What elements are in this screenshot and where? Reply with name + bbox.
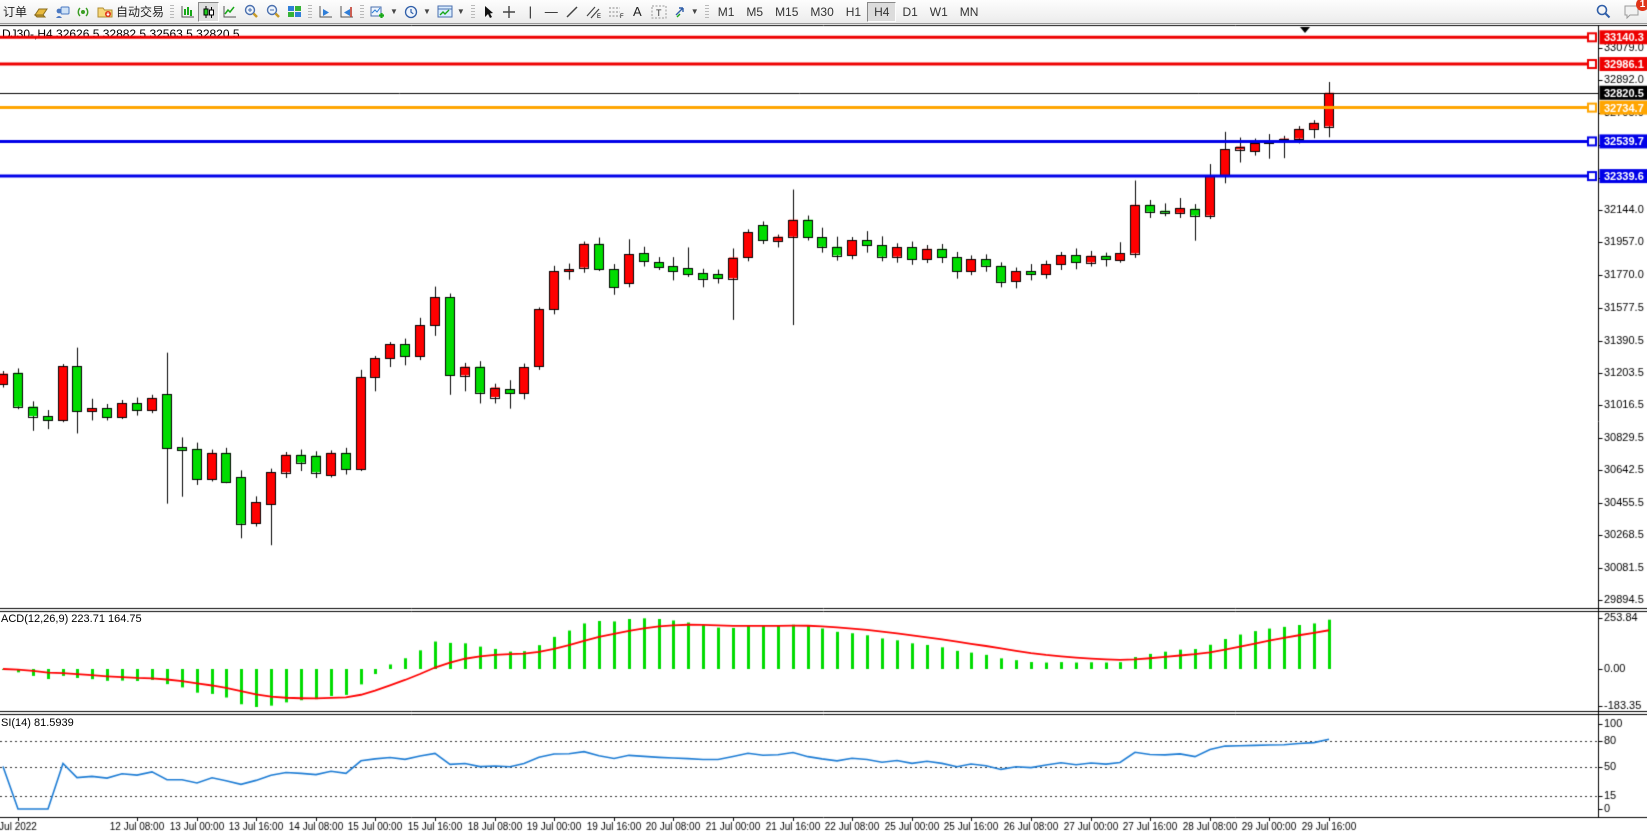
auto-scroll-icon — [319, 6, 333, 18]
svg-text:E: E — [597, 14, 601, 19]
timeframe-button-W1[interactable]: W1 — [929, 4, 948, 19]
trendline-icon — [566, 5, 578, 18]
autotrade-folder-icon — [97, 7, 113, 18]
templates-icon — [437, 5, 453, 18]
channel-tool-button[interactable]: E — [583, 2, 605, 22]
vertical-line-icon: | — [528, 4, 532, 19]
line-chart-icon — [223, 6, 237, 18]
timeframe-button-M15[interactable]: M15 — [775, 4, 799, 19]
chart-shift-button[interactable] — [336, 2, 357, 22]
text-label-icon: T — [651, 5, 667, 18]
vertical-line-tool-button[interactable]: | — [520, 2, 541, 22]
tile-windows-button[interactable] — [284, 2, 305, 22]
autotrade-label: 自动交易 — [116, 5, 165, 19]
line-chart-button[interactable] — [219, 2, 240, 22]
tile-windows-icon — [288, 6, 302, 17]
toolbar-grip — [360, 4, 365, 19]
profile-icon — [56, 6, 70, 18]
text-tool-button[interactable]: A — [627, 2, 648, 22]
zoom-out-icon — [266, 4, 280, 18]
indicators-button[interactable]: ▼ — [367, 2, 401, 22]
toolbar-grip — [170, 4, 175, 19]
notification-badge: 1 — [1636, 0, 1647, 11]
auto-scroll-button[interactable] — [315, 2, 336, 22]
zoom-out-button[interactable] — [262, 2, 284, 22]
timeframe-button-H1[interactable]: H1 — [845, 4, 862, 19]
chevron-down-icon: ▼ — [422, 7, 431, 16]
order-label: 订单 — [3, 5, 28, 19]
svg-text:F: F — [620, 14, 624, 19]
templates-button[interactable]: ▼ — [434, 2, 468, 22]
gold-bar-icon[interactable] — [30, 2, 52, 22]
toolbar-grip — [308, 4, 313, 19]
trendline-tool-button[interactable] — [562, 2, 583, 22]
fibonacci-icon: F — [608, 7, 624, 19]
add-indicator-icon — [370, 6, 385, 18]
timeframe-button-M5[interactable]: M5 — [746, 4, 764, 19]
timeframe-button-M1[interactable]: M1 — [717, 4, 735, 19]
bar-chart-icon — [181, 6, 195, 18]
candlestick-chart-button[interactable] — [198, 1, 220, 22]
autotrade-button[interactable]: 自动交易 — [94, 2, 167, 22]
equidistant-channel-icon: E — [586, 6, 601, 19]
bar-chart-button[interactable] — [177, 2, 198, 22]
timeframe-button-M30[interactable]: M30 — [810, 4, 834, 19]
signal-button[interactable] — [73, 2, 94, 22]
svg-text:T: T — [656, 8, 662, 18]
candlestick-icon — [203, 5, 215, 18]
zoom-in-icon — [244, 4, 258, 18]
profile-button[interactable] — [52, 2, 73, 22]
periods-button[interactable]: ▼ — [401, 2, 434, 22]
zoom-in-button[interactable] — [240, 2, 262, 22]
toolbar-grip — [704, 4, 709, 19]
text-a-icon: A — [632, 4, 642, 19]
fibonacci-tool-button[interactable]: F — [605, 2, 627, 22]
clock-icon — [404, 5, 418, 18]
toolbar-right-icons: 1 — [1592, 0, 1647, 22]
timeframe-button-D1[interactable]: D1 — [902, 4, 918, 19]
chat-button[interactable]: 1 — [1620, 0, 1647, 22]
main-toolbar: 订单 自动交易 — [0, 0, 1647, 24]
timeframe-group: M1 M5 M15 M30 H1 H4 D1 W1 MN — [712, 1, 985, 22]
chevron-down-icon: ▼ — [690, 7, 699, 16]
new-order-button[interactable]: 订单 — [0, 2, 30, 22]
arrows-icon — [675, 7, 684, 18]
chevron-down-icon: ▼ — [390, 7, 398, 16]
crosshair-icon — [503, 5, 516, 18]
arrows-tool-button[interactable]: ▼ — [670, 2, 702, 22]
search-icon — [1596, 4, 1611, 19]
horizontal-line-tool-button[interactable]: — — [541, 2, 562, 22]
chevron-down-icon: ▼ — [456, 7, 465, 16]
search-button[interactable] — [1592, 2, 1614, 22]
crosshair-tool-button[interactable] — [499, 2, 520, 22]
chart-shift-icon — [340, 6, 354, 18]
timeframe-button-MN[interactable]: MN — [959, 4, 979, 19]
timeframe-button-H4[interactable]: H4 — [867, 1, 897, 22]
signal-icon — [77, 6, 89, 17]
horizontal-line-icon: — — [544, 4, 558, 19]
toolbar-grip — [470, 4, 475, 19]
text-label-tool-button[interactable]: T — [648, 2, 670, 22]
cursor-icon — [485, 5, 494, 18]
cursor-tool-button[interactable] — [478, 2, 499, 22]
gold-bar-icon — [33, 8, 48, 17]
